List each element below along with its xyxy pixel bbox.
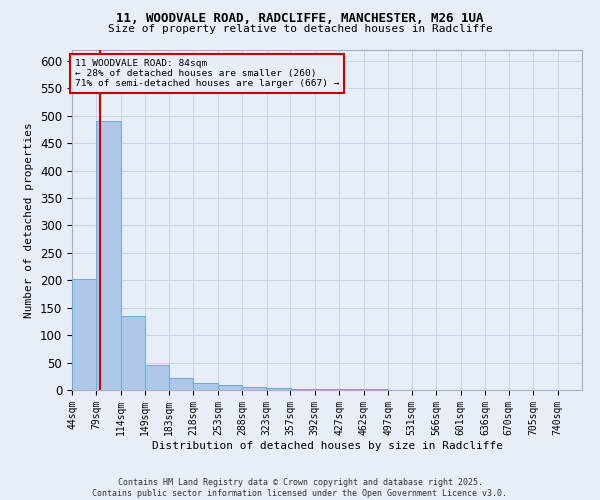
X-axis label: Distribution of detached houses by size in Radcliffe: Distribution of detached houses by size … bbox=[151, 440, 503, 450]
Bar bbox=[242, 388, 266, 390]
Y-axis label: Number of detached properties: Number of detached properties bbox=[25, 122, 34, 318]
Bar bbox=[193, 384, 218, 390]
Bar bbox=[266, 388, 291, 390]
Bar bbox=[72, 279, 96, 390]
Text: 11 WOODVALE ROAD: 84sqm
← 28% of detached houses are smaller (260)
71% of semi-d: 11 WOODVALE ROAD: 84sqm ← 28% of detache… bbox=[74, 58, 339, 88]
Bar bbox=[169, 378, 193, 390]
Bar bbox=[290, 389, 314, 390]
Text: 11, WOODVALE ROAD, RADCLIFFE, MANCHESTER, M26 1UA: 11, WOODVALE ROAD, RADCLIFFE, MANCHESTER… bbox=[116, 12, 484, 26]
Bar bbox=[121, 316, 145, 390]
Text: Size of property relative to detached houses in Radcliffe: Size of property relative to detached ho… bbox=[107, 24, 493, 34]
Bar bbox=[145, 366, 169, 390]
Text: Contains HM Land Registry data © Crown copyright and database right 2025.
Contai: Contains HM Land Registry data © Crown c… bbox=[92, 478, 508, 498]
Bar bbox=[97, 122, 121, 390]
Bar bbox=[218, 384, 242, 390]
